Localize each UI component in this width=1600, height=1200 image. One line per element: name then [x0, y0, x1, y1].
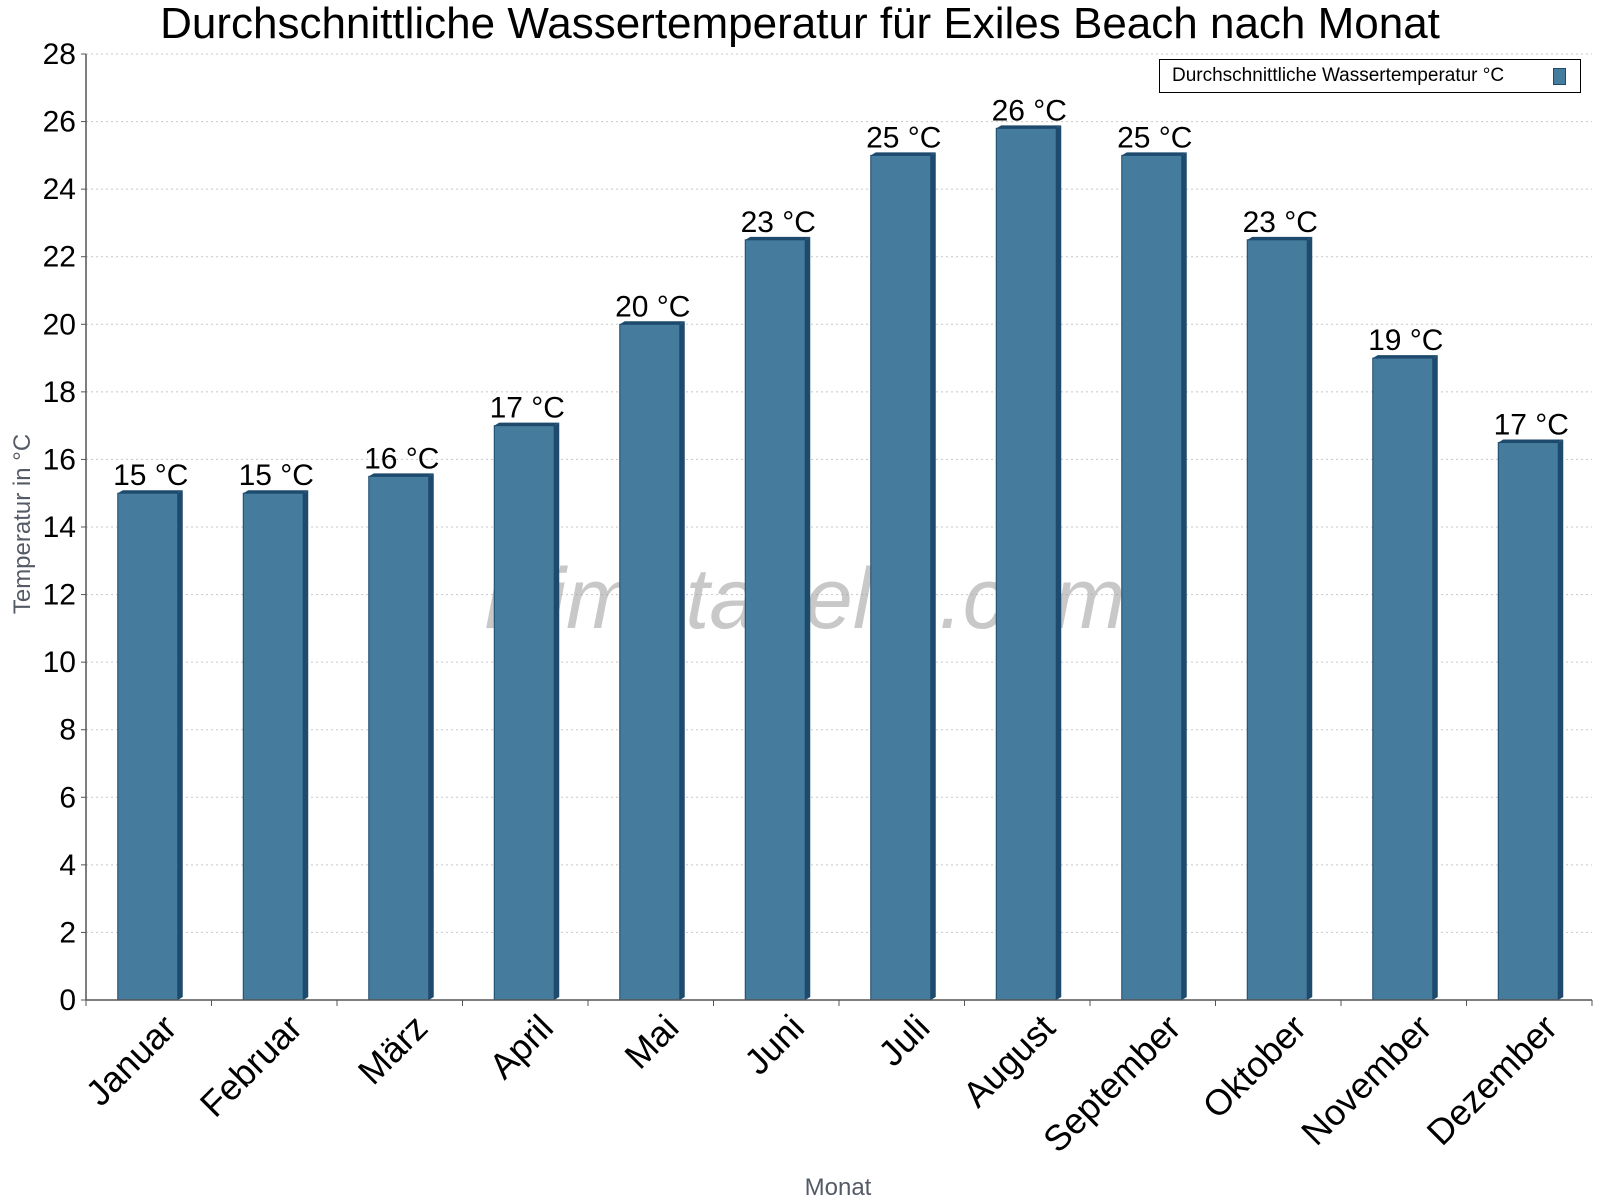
- x-tick-label: April: [481, 1007, 561, 1087]
- y-tick-label: 16: [43, 443, 76, 476]
- x-tick-label: Juni: [736, 1007, 812, 1083]
- x-tick-label: Juli: [870, 1007, 937, 1074]
- y-tick-label: 10: [43, 646, 76, 679]
- bar-side: [805, 236, 811, 1001]
- data-label: 23 °C: [1243, 206, 1318, 239]
- y-tick-label: 26: [43, 106, 76, 139]
- grid-lines: [86, 53, 1592, 933]
- x-tick-label: März: [350, 1007, 436, 1093]
- y-tick-label: 4: [59, 849, 76, 882]
- x-tick-label: Mai: [616, 1007, 686, 1077]
- x-tick-label: November: [1293, 1007, 1439, 1153]
- bar-side: [428, 473, 434, 1001]
- bar-side: [930, 152, 936, 1000]
- bar: [744, 239, 806, 1001]
- bar-top: [619, 321, 685, 325]
- bar: [619, 323, 681, 1001]
- bar: [117, 492, 179, 1001]
- y-tick-label: 12: [43, 579, 76, 612]
- bar-side: [303, 490, 309, 1000]
- bar-top: [1121, 152, 1187, 156]
- bar: [1121, 154, 1183, 1001]
- bar-side: [554, 422, 560, 1001]
- data-label: 20 °C: [615, 290, 690, 323]
- data-label: 15 °C: [239, 459, 314, 492]
- axes: [81, 53, 1593, 1006]
- y-tick-label: 14: [43, 511, 76, 544]
- y-tick-label: 8: [59, 714, 76, 747]
- data-label: 25 °C: [866, 121, 941, 154]
- bar: [995, 127, 1057, 1001]
- bar-top: [1372, 355, 1438, 359]
- legend: Durchschnittliche Wassertemperatur °C: [1159, 59, 1581, 93]
- x-tick-label: Februar: [192, 1007, 310, 1125]
- legend-swatch: [1553, 68, 1566, 85]
- bar: [368, 475, 430, 1001]
- y-tick-label: 2: [59, 916, 76, 949]
- y-tick-label: 0: [59, 984, 76, 1017]
- y-tick-label: 24: [43, 173, 76, 206]
- bar: [1372, 357, 1434, 1001]
- y-tick-label: 18: [43, 376, 76, 409]
- bar-top: [243, 490, 309, 494]
- bar-side: [1432, 355, 1438, 1001]
- legend-label: Durchschnittliche Wassertemperatur °C: [1172, 65, 1505, 86]
- y-tick-label: 28: [43, 38, 76, 71]
- x-axis-title: Monat: [805, 1174, 872, 1200]
- x-tick-label: August: [955, 1007, 1063, 1115]
- y-axis-title: Temperatur in °C: [9, 434, 36, 614]
- bar: [1497, 442, 1559, 1001]
- data-label: 15 °C: [113, 459, 188, 492]
- bar-top: [870, 152, 936, 156]
- bar-top: [996, 125, 1062, 129]
- bar: [242, 492, 304, 1001]
- bar-side: [1307, 236, 1313, 1001]
- data-label: 17 °C: [490, 392, 565, 425]
- data-label: 16 °C: [364, 442, 439, 475]
- data-label: 23 °C: [741, 206, 816, 239]
- bar: [1246, 239, 1308, 1001]
- x-tick-label: Dezember: [1418, 1007, 1564, 1153]
- bar: [493, 425, 555, 1001]
- data-label: 19 °C: [1368, 324, 1443, 357]
- bar-top: [494, 422, 560, 426]
- x-tick-label: September: [1035, 1007, 1189, 1161]
- bar-side: [1558, 439, 1564, 1000]
- bar-top: [1498, 439, 1564, 443]
- y-tick-label: 22: [43, 241, 76, 274]
- data-label: 25 °C: [1117, 121, 1192, 154]
- data-label: 17 °C: [1494, 409, 1569, 442]
- x-tick-label: Oktober: [1194, 1007, 1314, 1127]
- y-tick-label: 6: [59, 781, 76, 814]
- chart-title: Durchschnittliche Wassertemperatur für E…: [160, 0, 1440, 48]
- bar-top: [368, 473, 434, 477]
- x-tick-label: Januar: [78, 1007, 185, 1114]
- y-tick-label: 20: [43, 308, 76, 341]
- bar: [870, 154, 932, 1001]
- bar-side: [177, 490, 183, 1000]
- data-label: 26 °C: [992, 94, 1067, 127]
- bar-side: [1181, 152, 1187, 1000]
- bar-top: [745, 236, 811, 240]
- bar-top: [1247, 236, 1313, 240]
- bar-top: [117, 490, 183, 494]
- bar-side: [679, 321, 685, 1000]
- bar-side: [1056, 125, 1062, 1001]
